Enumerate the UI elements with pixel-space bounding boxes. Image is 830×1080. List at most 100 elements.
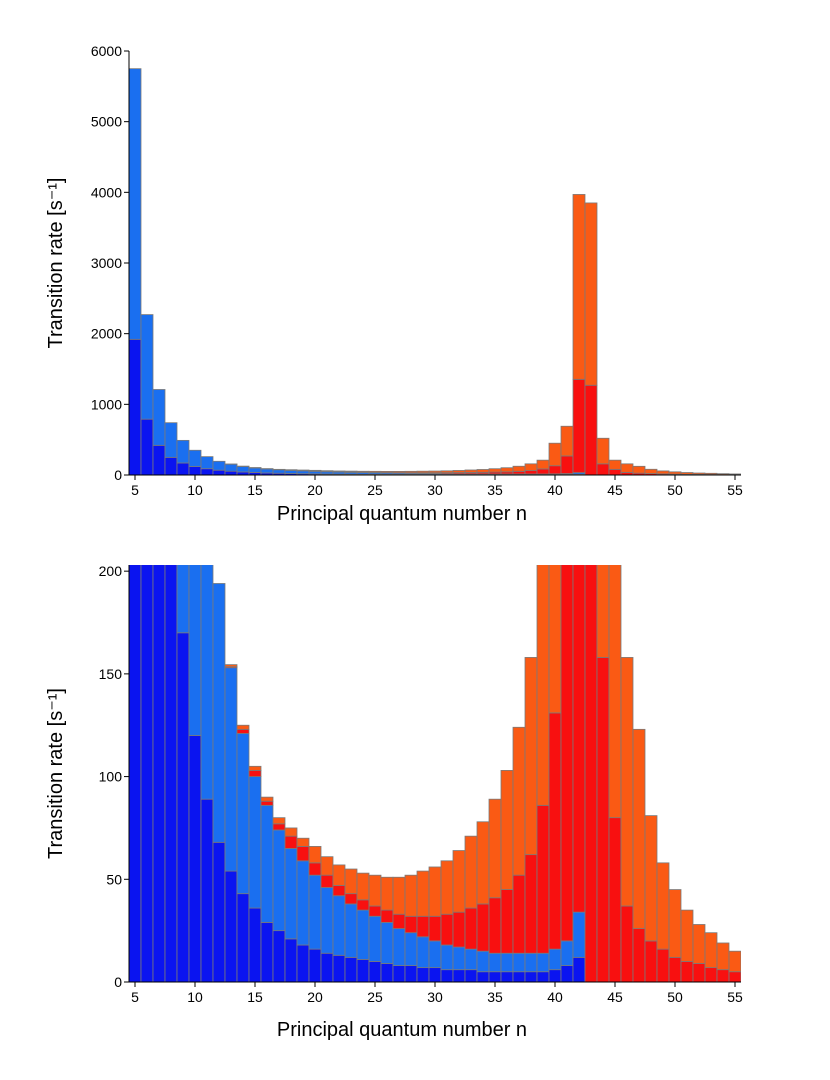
- bar-segment: [393, 929, 405, 966]
- bar-segment: [645, 941, 657, 982]
- bar-segment: [561, 941, 573, 966]
- bar-segment: [513, 953, 525, 971]
- bar-segment: [573, 957, 585, 982]
- y-tick-label: 3000: [91, 255, 122, 271]
- bar-segment: [285, 939, 297, 982]
- bar-segment: [621, 906, 633, 982]
- bar-segment: [513, 466, 525, 471]
- bar-segment: [141, 419, 153, 475]
- bar-segment: [609, 551, 621, 818]
- y-tick-label: 6000: [91, 43, 122, 59]
- bar-segment: [441, 471, 453, 473]
- bar-segment: [525, 471, 537, 474]
- bar-segment: [513, 972, 525, 982]
- x-tick-label: 45: [607, 989, 623, 1005]
- bar-segment: [537, 460, 549, 469]
- bar-segment: [537, 469, 549, 474]
- bar-segment: [549, 949, 561, 970]
- bar-segment: [261, 801, 273, 805]
- bar-segment: [357, 873, 369, 900]
- bar-segment: [477, 904, 489, 951]
- bar-segment: [153, 119, 165, 982]
- bar-segment: [357, 900, 369, 910]
- bar-segment: [705, 473, 717, 474]
- bar-segment: [537, 953, 549, 971]
- bar-segment: [681, 473, 693, 475]
- bar-segment: [273, 830, 285, 931]
- bar-segment: [321, 857, 333, 875]
- bar-segment: [261, 922, 273, 982]
- bars: [129, 69, 741, 475]
- bar-segment: [537, 972, 549, 982]
- bar-segment: [465, 836, 477, 908]
- bar-segment: [345, 894, 357, 904]
- bar-segment: [237, 894, 249, 982]
- bar-segment: [465, 908, 477, 949]
- bar-segment: [261, 469, 273, 473]
- x-tick-label: 40: [547, 482, 563, 498]
- bar-segment: [633, 466, 645, 473]
- bar-segment: [225, 464, 237, 471]
- y-tick-label: 150: [99, 666, 123, 682]
- bar-segment: [309, 875, 321, 949]
- bar-segment: [453, 851, 465, 913]
- bar-segment: [525, 657, 537, 854]
- x-tick-label: 35: [487, 989, 503, 1005]
- y-tick-label: 100: [99, 769, 123, 785]
- bar-segment: [333, 955, 345, 982]
- bar-segment: [237, 725, 249, 729]
- bar-segment: [153, 445, 165, 475]
- bar-segment: [513, 471, 525, 474]
- x-tick-label: 5: [131, 989, 139, 1005]
- bar-segment: [441, 970, 453, 982]
- bar-segment: [333, 865, 345, 886]
- bar-segment: [189, 467, 201, 475]
- y-axis-label: Transition rate [s⁻¹]: [45, 178, 67, 349]
- y-tick-label: 0: [114, 974, 122, 990]
- bar-segment: [465, 970, 477, 982]
- bar-segment: [585, 203, 597, 385]
- x-tick-label: 30: [427, 989, 443, 1005]
- bar-segment: [693, 473, 705, 474]
- bar-segment: [501, 770, 513, 889]
- bar-segment: [417, 968, 429, 982]
- bar-segment: [297, 861, 309, 945]
- bar-segment: [585, 385, 597, 475]
- bar-segment: [717, 474, 729, 475]
- bar-segment: [333, 896, 345, 956]
- bar-segment: [225, 471, 237, 475]
- bar-segment: [213, 470, 225, 475]
- x-tick-label: 25: [367, 482, 383, 498]
- bar-segment: [561, 966, 573, 982]
- bar-segment: [153, 389, 165, 445]
- bar-segment: [165, 457, 177, 475]
- bar-segment: [189, 263, 201, 735]
- x-tick-label: 20: [307, 482, 323, 498]
- bar-segment: [369, 471, 381, 472]
- bar-segment: [393, 877, 405, 914]
- bar-segment: [297, 838, 309, 846]
- bar-segment: [489, 972, 501, 982]
- bar-segment: [297, 471, 309, 474]
- x-tick-label: 55: [727, 989, 743, 1005]
- bar-segment: [405, 933, 417, 966]
- bar-segment: [717, 970, 729, 982]
- bar-segment: [213, 842, 225, 982]
- bar-segment: [429, 941, 441, 968]
- bar-segment: [513, 727, 525, 875]
- x-tick-label: 10: [187, 482, 203, 498]
- bar-segment: [573, 194, 585, 379]
- bar-segment: [549, 466, 561, 474]
- bar-segment: [561, 427, 573, 941]
- bar-segment: [681, 910, 693, 961]
- bar-segment: [237, 733, 249, 893]
- bar-segment: [609, 818, 621, 982]
- bar-segment: [669, 472, 681, 474]
- bar-segment: [165, 423, 177, 458]
- x-tick-label: 10: [187, 989, 203, 1005]
- bar-segment: [645, 469, 657, 473]
- bar-segment: [465, 470, 477, 472]
- bar-segment: [729, 951, 741, 972]
- bar-segment: [309, 846, 321, 862]
- bar-segment: [381, 471, 393, 472]
